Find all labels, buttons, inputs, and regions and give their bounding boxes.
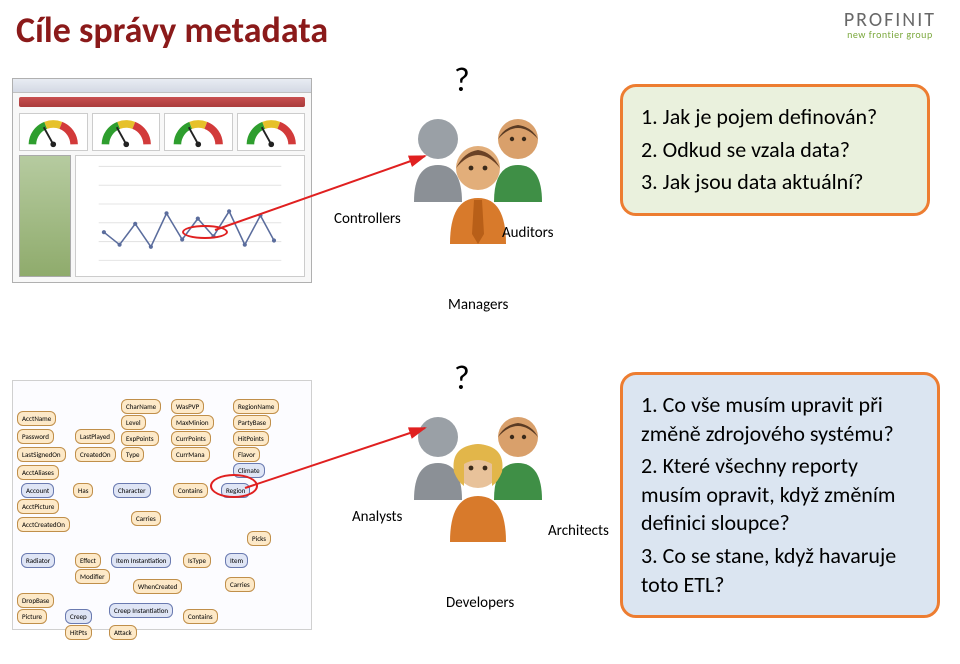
gauge [19,113,88,151]
callout-business-questions: 1. Jak je pojem definován? 2. Odkud se vz… [620,84,930,216]
diagram-node: Contains [173,483,208,498]
diagram-node: Carries [225,577,255,592]
gauge [164,113,233,151]
diagram-node: IsType [183,553,211,568]
label-managers: Managers [448,296,508,314]
logo: PROFINIT new frontier group [844,10,936,40]
dashboard-titlebar [13,79,311,93]
diagram-node: Item [225,553,248,568]
diagram-node: RegionName [233,399,279,414]
diagram-node: AcctAliases [17,465,59,480]
gauge-row [13,109,311,155]
arrow-dashboard-to-people [210,150,440,240]
diagram-node: LastPlayed [75,429,115,444]
diagram-node: Password [17,429,54,444]
diagram-node: Contains [183,609,218,624]
dashboard-side-panel [19,155,71,277]
label-architects: Architects [548,522,609,540]
diagram-node: Modifier [75,569,110,584]
callout-item: 2. Které všechny reporty musím opravit, … [641,452,919,538]
diagram-node: Account [21,483,54,498]
question-mark-top: ? [454,60,470,101]
diagram-node: Creep [65,609,92,624]
diagram-node: CharName [121,399,161,414]
diagram-node: CurrMana [171,447,210,462]
diagram-node: Attack [109,625,137,640]
diagram-node: Character [113,483,151,498]
diagram-node: Creep Instantiation [109,603,173,618]
callout-item: 1. Co vše musím upravit při změně zdrojo… [641,391,919,448]
question-mark-bottom: ? [454,358,470,399]
label-auditors: Auditors [502,224,554,242]
diagram-node: DropBase [17,593,54,608]
diagram-node: LastSignedOn [17,447,66,462]
diagram-node: HitPts [65,625,92,640]
gauge [237,113,306,151]
gauge [92,113,161,151]
diagram-node: AcctName [17,411,56,426]
diagram-node: Picks [247,531,271,546]
diagram-node: Type [121,447,144,462]
callout-item: 1. Jak je pojem definován? [641,103,909,132]
label-developers: Developers [446,594,514,612]
diagram-node: AcctPicture [17,499,59,514]
page-title: Cíle správy metadata [16,8,328,52]
diagram-node: WasPVP [171,399,204,414]
diagram-node: WhenCreated [133,579,182,594]
diagram-node: Has [73,483,93,498]
er-diagram: AccountHasCharacterContainsRegionAcctNam… [12,380,312,630]
callout-item: 2. Odkud se vzala data? [641,136,909,165]
diagram-node: Effect [75,553,101,568]
diagram-node: Carries [131,511,161,526]
dashboard-header-stripe [19,97,305,107]
callout-item: 3. Co se stane, když havaruje toto ETL? [641,542,919,599]
callout-technical-questions: 1. Co vše musím upravit při změně zdrojo… [620,372,940,618]
logo-main: PROFINIT [844,10,936,30]
diagram-node: Level [121,415,146,430]
diagram-node: Item Instantiation [111,553,171,568]
arrow-diagram-to-people [240,420,440,500]
logo-sub: new frontier group [844,30,936,40]
diagram-node: MaxMinion [171,415,214,430]
diagram-node: CurrPoints [171,431,211,446]
label-analysts: Analysts [352,508,402,526]
callout-item: 3. Jak jsou data aktuální? [641,168,909,197]
diagram-node: CreatedOn [75,447,116,462]
diagram-node: Picture [17,609,47,624]
diagram-node: AcctCreatedOn [17,517,70,532]
diagram-node: ExpPoints [121,431,159,446]
diagram-node: Radiator [21,553,55,568]
